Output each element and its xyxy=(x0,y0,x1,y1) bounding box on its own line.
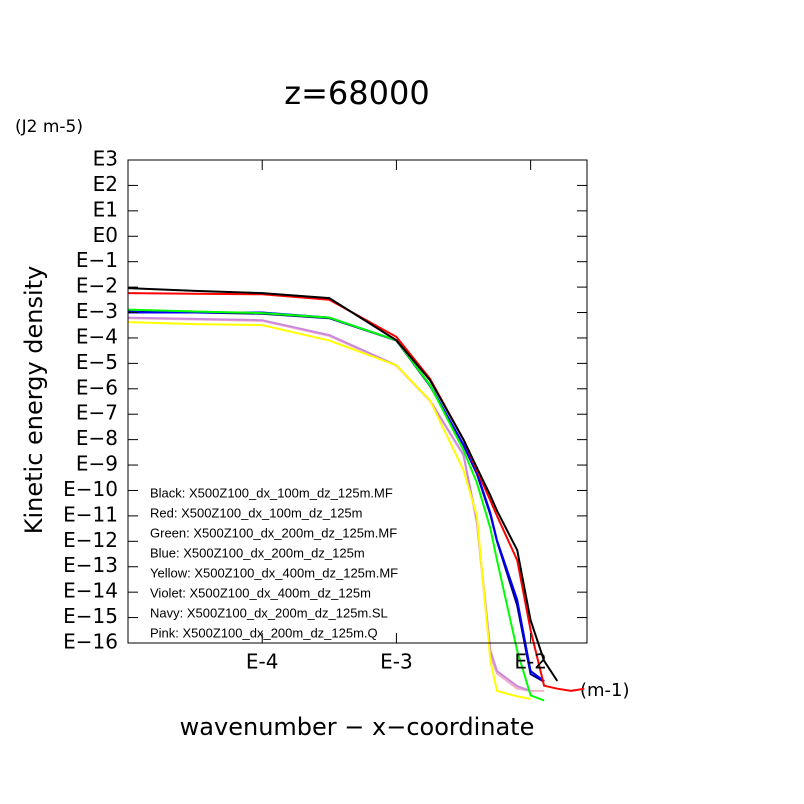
legend-entry: Black: X500Z100_dx_100m_dz_125m.MF xyxy=(150,485,393,500)
y-tick-label: E−4 xyxy=(76,324,118,348)
y-tick-label: E−12 xyxy=(63,528,118,552)
chart-title: z=68000 xyxy=(284,74,429,112)
plot-frame xyxy=(127,159,588,644)
y-tick-label: E1 xyxy=(93,197,118,221)
series-line xyxy=(127,287,559,682)
x-tick-label: E-4 xyxy=(246,650,279,674)
y-tick-label: E−15 xyxy=(63,604,118,628)
x-tick-label: E-3 xyxy=(380,650,413,674)
legend-entry: Green: X500Z100_dx_200m_dz_125m.MF xyxy=(150,525,397,540)
legend-entry: Navy: X500Z100_dx_200m_dz_125m.SL xyxy=(150,605,388,620)
y-tick-label: E−13 xyxy=(63,553,118,577)
y-unit: (J2 m-5) xyxy=(15,117,83,137)
x-unit: (m-1) xyxy=(580,680,630,701)
y-tick-label: E−14 xyxy=(63,579,118,603)
y-tick-label: E−11 xyxy=(63,502,118,526)
series-line xyxy=(127,316,531,692)
plot-area xyxy=(127,287,585,702)
y-tick-label: E−8 xyxy=(76,426,118,450)
legend-entry: Yellow: X500Z100_dx_400m_dz_125m.MF xyxy=(150,565,398,580)
y-tick-label: E−7 xyxy=(76,401,118,425)
y-tick-label: E−2 xyxy=(76,274,118,298)
x-tick-label: E-2 xyxy=(514,650,547,674)
legend-entry: Violet: X500Z100_dx_400m_dz_125m xyxy=(150,585,371,600)
y-tick-label: E2 xyxy=(93,172,118,196)
legend-entry: Pink: X500Z100_dx_200m_dz_125m.Q xyxy=(150,625,378,640)
x-axis-label: wavenumber − x−coordinate xyxy=(180,713,535,741)
y-axis-label: Kinetic energy density xyxy=(20,266,48,535)
series-line xyxy=(127,321,531,700)
y-tick-label: E−16 xyxy=(63,630,118,654)
y-tick-label: E0 xyxy=(93,223,118,247)
y-tick-label: E−1 xyxy=(76,248,118,272)
y-tick-label: E3 xyxy=(93,147,118,171)
y-tick-label: E−3 xyxy=(76,299,118,323)
series-line xyxy=(127,308,545,702)
y-tick-label: E−5 xyxy=(76,350,118,374)
legend-entry: Red: X500Z100_dx_100m_dz_125m xyxy=(150,505,362,520)
y-tick-label: E−10 xyxy=(63,477,118,501)
legend-entry: Blue: X500Z100_dx_200m_dz_125m xyxy=(150,545,365,560)
y-tick-label: E−6 xyxy=(76,375,118,399)
series-line xyxy=(127,292,585,692)
y-tick-label: E−9 xyxy=(76,452,118,476)
